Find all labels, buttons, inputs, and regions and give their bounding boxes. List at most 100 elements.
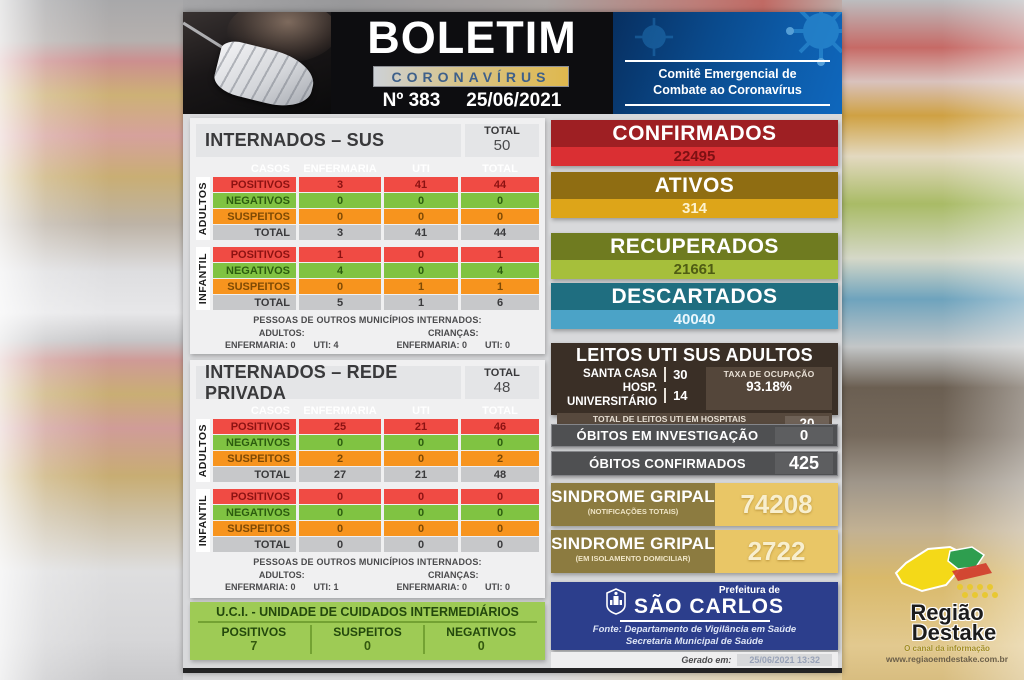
col-casos: CASOS: [250, 404, 290, 417]
privada-card-title: INTERNADOS – REDE PRIVADA: [196, 362, 461, 403]
fonte-line1: Fonte: Departamento de Vigilância em Saú…: [592, 624, 797, 635]
stat-value: 21661: [551, 260, 838, 279]
background-left-blur: [0, 0, 183, 680]
bulletin-title: BOLETIM: [367, 12, 577, 63]
cell-uti: 0: [384, 489, 458, 504]
col-uti: UTI: [412, 162, 430, 175]
stat-label: CONFIRMADOS: [551, 120, 838, 147]
total-value: 48: [493, 378, 511, 396]
table-row-negativos: NEGATIVOS 4 0 4: [213, 263, 539, 278]
cell-total: 48: [461, 467, 539, 482]
bottom-divider-line: [183, 668, 842, 673]
watermark-name-line2: Destake: [911, 620, 997, 646]
gerado-strip: Gerado em: 25/06/2021 13:32: [551, 652, 838, 668]
row-label: POSITIVOS: [213, 247, 296, 262]
subtitle-bar: CORONAVÍRUS: [373, 66, 569, 87]
cell-uti: 0: [384, 451, 458, 466]
hospital-name: HOSP. UNIVERSITÁRIO: [566, 382, 658, 408]
stat-label: ATIVOS: [551, 172, 838, 199]
table-header-row: CASOS ENFERMARIA UTI TOTAL: [213, 161, 539, 176]
infantil-side-strip: INFANTIL: [196, 247, 210, 310]
committee-line1: Comitê Emergencial de: [658, 67, 797, 81]
cell-enfermaria: 4: [299, 263, 381, 278]
cell-total: 0: [461, 521, 539, 536]
cell-enfermaria: 0: [299, 435, 381, 450]
row-label: POSITIVOS: [213, 419, 296, 434]
edition-date: 25/06/2021: [466, 90, 562, 111]
taxa-value: 93.18%: [746, 379, 792, 394]
privada-total-box: TOTAL 48: [465, 366, 539, 399]
col-total: TOTAL: [482, 162, 518, 175]
row-label: NEGATIVOS: [213, 435, 296, 450]
recuperados-stat: RECUPERADOS 21661: [551, 233, 838, 279]
stat-value: 314: [551, 199, 838, 218]
table-row-suspeitos: SUSPEITOS 0 0 0: [213, 521, 539, 536]
card-header: INTERNADOS – SUS TOTAL 50: [196, 124, 539, 157]
committee-zone: Comitê Emergencial de Combate ao Coronav…: [613, 12, 842, 114]
cell-enfermaria: 2: [299, 451, 381, 466]
uti-label: UTI:: [485, 340, 503, 351]
table-row-positivos: POSITIVOS 1 0 1: [213, 247, 539, 262]
table-row-suspeitos: SUSPEITOS 0 1 1: [213, 279, 539, 294]
cell-total: 2: [461, 451, 539, 466]
cell-total: 0: [461, 505, 539, 520]
row-label: TOTAL: [213, 225, 296, 240]
cell-uti: 0: [384, 263, 458, 278]
table-row-total: TOTAL 5 1 6: [213, 295, 539, 310]
table-row-positivos: POSITIVOS 0 0 0: [213, 489, 539, 504]
leitos-title: LEITOS UTI SUS ADULTOS: [576, 345, 813, 365]
watermark-tagline: O canal da informação: [904, 644, 990, 654]
sus-total-box: TOTAL 50: [465, 124, 539, 157]
cell-enfermaria: 0: [299, 209, 381, 224]
sindrome-label-box: SINDROME GRIPAL (NOTIFICAÇÕES TOTAIS): [551, 483, 715, 526]
uci-col-value: 7: [250, 639, 258, 654]
background-bottom-blur: [183, 673, 842, 680]
outros-criancas-label: CRIANÇAS:: [428, 328, 479, 338]
cell-enfermaria: 1: [299, 247, 381, 262]
obitos-label: ÓBITOS CONFIRMADOS: [589, 456, 746, 471]
cell-uti: 0: [384, 247, 458, 262]
adultos-side-strip: ADULTOS: [196, 419, 210, 482]
table-row-suspeitos: SUSPEITOS 0 0 0: [213, 209, 539, 224]
row-label: TOTAL: [213, 295, 296, 310]
col-enfermaria: ENFERMARIA: [303, 162, 377, 175]
sindrome-value: 74208: [715, 483, 838, 526]
sao-paulo-map-icon: [894, 545, 998, 598]
cell-total: 4: [461, 263, 539, 278]
stat-label: RECUPERADOS: [551, 233, 838, 260]
uti-value: 1: [333, 582, 339, 593]
privada-infantil-group: INFANTIL POSITIVOS 0 0 0 NEGATIVOS 0 0 0: [196, 489, 539, 552]
taxa-ocupacao-box: TAXA DE OCUPAÇÃO 93.18%: [706, 367, 832, 410]
virus-icon: [786, 12, 842, 66]
table-row-total: TOTAL 27 21 48: [213, 467, 539, 482]
internados-rede-privada-card: INTERNADOS – REDE PRIVADA TOTAL 48 CASOS…: [190, 360, 545, 598]
fonte-line2: Secretaria Municipal de Saúde: [625, 636, 764, 648]
cell-uti: 41: [384, 225, 458, 240]
uci-title: U.C.I. - UNIDADE DE CUIDADOS INTERMEDIÁR…: [198, 605, 537, 623]
edition-number: Nº 383: [382, 90, 441, 111]
bulletin-subtitle: CORONAVÍRUS: [391, 68, 551, 85]
uci-col-header: SUSPEITOS: [333, 625, 402, 639]
uti-label: UTI:: [485, 582, 503, 593]
hospital-name: SANTA CASA: [582, 367, 658, 380]
cell-total: 44: [461, 177, 539, 192]
enf-label: ENFERMARIA:: [224, 582, 288, 593]
stat-label: DESCARTADOS: [551, 283, 838, 310]
card-header: INTERNADOS – REDE PRIVADA TOTAL 48: [196, 362, 539, 403]
bulletin-board: BOLETIM CORONAVÍRUS Nº 383 25/06/2021: [183, 12, 842, 673]
enf-label: ENFERMARIA:: [224, 340, 288, 351]
infantil-side-strip: INFANTIL: [196, 489, 210, 552]
obitos-value: 0: [775, 427, 833, 444]
table-row-total: TOTAL 3 41 44: [213, 225, 539, 240]
prefeitura-name: SÃO CARLOS: [633, 595, 784, 618]
committee-label: Comitê Emergencial de Combate ao Coronav…: [625, 60, 830, 106]
row-label: POSITIVOS: [213, 177, 296, 192]
enf-value: 0: [461, 582, 467, 593]
table-row-suspeitos: SUSPEITOS 2 0 2: [213, 451, 539, 466]
obitos-investigacao-bar: ÓBITOS EM INVESTIGAÇÃO 0: [551, 424, 838, 447]
adultos-label: ADULTOS: [197, 423, 209, 478]
table-row-negativos: NEGATIVOS 0 0 0: [213, 193, 539, 208]
cell-enfermaria: 27: [299, 467, 381, 482]
cell-total: 1: [461, 247, 539, 262]
